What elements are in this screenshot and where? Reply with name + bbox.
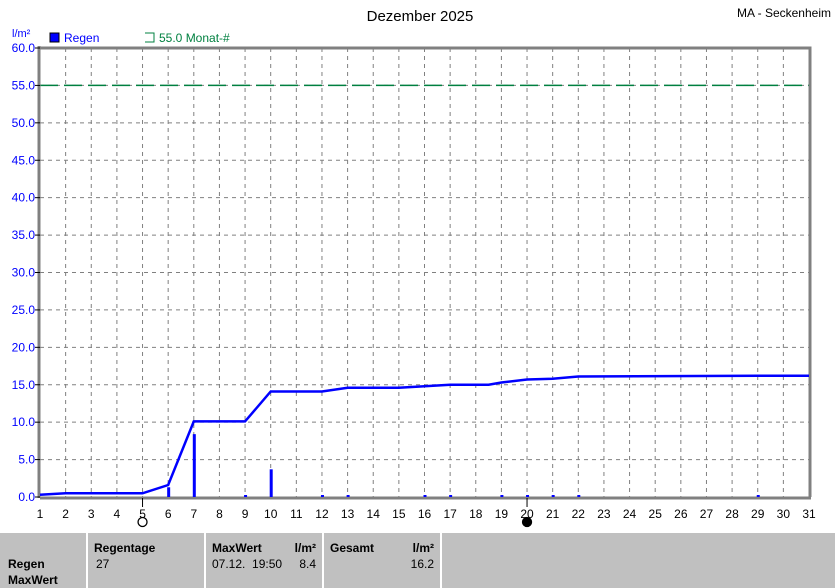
maxwert-value: 8.4	[299, 557, 316, 571]
regentage-cell: Regentage 27	[88, 533, 206, 588]
daily-rain-bar	[167, 487, 171, 497]
y-tick-label: 40.0	[12, 191, 36, 205]
y-tick-label: 60.0	[12, 41, 36, 55]
x-tick-label: 22	[572, 507, 586, 521]
y-tick-label: 25.0	[12, 303, 36, 317]
legend-monat-label: 55.0 Monat-#	[159, 31, 230, 45]
x-tick-label: 23	[597, 507, 611, 521]
daily-rain-bar	[192, 434, 196, 497]
regentage-label: Regentage	[94, 541, 156, 555]
y-tick-label: 0.0	[18, 490, 35, 504]
daily-rain-bar	[551, 495, 555, 497]
maxwert-unit: l/m²	[294, 541, 316, 555]
chart-title: Dezember 2025	[367, 8, 474, 25]
y-tick-label: 15.0	[12, 378, 36, 392]
x-tick-label: 9	[242, 507, 249, 521]
gesamt-label: Gesamt	[330, 541, 375, 555]
full-moon-icon	[137, 516, 148, 528]
x-tick-label: 8	[216, 507, 223, 521]
x-tick-label: 20	[520, 507, 534, 521]
x-tick-label: 16	[418, 507, 432, 521]
y-tick-label: 5.0	[18, 453, 35, 467]
daily-rain-bar	[756, 495, 760, 497]
y-axis-unit: l/m²	[12, 28, 31, 40]
maxwert-date: 07.12. 19:50	[212, 557, 283, 571]
gesamt-value: 16.2	[410, 557, 434, 571]
row-label-regen: Regen	[8, 557, 45, 571]
legend-regen-label: Regen	[64, 31, 99, 45]
x-tick-label: 30	[777, 507, 791, 521]
legend-regen-swatch	[49, 32, 60, 43]
x-tick-label: 21	[546, 507, 560, 521]
legend-regen: Regen	[49, 31, 99, 45]
x-tick-label: 17	[443, 507, 457, 521]
x-tick-label: 18	[469, 507, 483, 521]
x-tick-label: 14	[367, 507, 381, 521]
x-tick-label: 2	[62, 507, 69, 521]
x-tick-label: 29	[751, 507, 765, 521]
x-tick-label: 1	[37, 507, 44, 521]
daily-rain-bar	[500, 495, 504, 497]
gesamt-cell: Gesamt l/m² 16.2	[324, 533, 442, 588]
x-tick-label: 24	[623, 507, 637, 521]
daily-rain-bar	[449, 495, 453, 497]
y-tick-label: 45.0	[12, 153, 36, 167]
legend-monat: 55.0 Monat-#	[145, 31, 230, 45]
row-labels-cell: Regen MaxWert	[0, 533, 88, 588]
x-tick-label: 3	[88, 507, 95, 521]
gesamt-unit: l/m²	[412, 541, 434, 555]
x-tick-label: 31	[802, 507, 816, 521]
x-tick-label: 28	[725, 507, 739, 521]
y-tick-label: 30.0	[12, 266, 36, 280]
y-tick-label: 20.0	[12, 340, 36, 354]
new-moon-icon	[521, 516, 533, 528]
x-tick-label: 4	[114, 507, 121, 521]
daily-rain-bar	[577, 495, 581, 497]
plot-frame	[40, 46, 812, 497]
station-name: MA - Seckenheim	[737, 6, 831, 20]
x-tick-label: 6	[165, 507, 172, 521]
daily-rain-bar	[269, 469, 273, 497]
x-tick-label: 7	[190, 507, 197, 521]
x-tick-label: 27	[700, 507, 714, 521]
cumulative-rain-line	[39, 374, 809, 497]
legend-monat-swatch	[145, 32, 155, 43]
row-label-maxwert: MaxWert	[8, 573, 58, 587]
y-tick-label: 35.0	[12, 228, 36, 242]
y-tick-label: 10.0	[12, 415, 36, 429]
regentage-value: 27	[96, 557, 110, 571]
rain-chart: Dezember 2025 MA - Seckenheim l/m² Regen…	[12, 6, 831, 528]
y-tick-label: 50.0	[12, 116, 36, 130]
summary-panel: Regen MaxWert Regentage 27 MaxWert l/m² …	[0, 533, 835, 588]
y-tick-label: 55.0	[12, 78, 36, 92]
daily-rain-bar	[423, 495, 427, 497]
daily-rain-bar	[526, 495, 530, 497]
maxwert-cell: MaxWert l/m² 07.12. 19:50 8.4	[206, 533, 324, 588]
x-tick-label: 19	[495, 507, 509, 521]
daily-rain-bar	[346, 495, 350, 497]
x-tick-label: 10	[264, 507, 278, 521]
x-tick-label: 26	[674, 507, 688, 521]
x-tick-label: 25	[649, 507, 663, 521]
x-tick-label: 11	[290, 507, 303, 521]
x-tick-label: 13	[341, 507, 355, 521]
x-tick-label: 5	[139, 507, 146, 521]
maxwert-label: MaxWert	[212, 541, 262, 555]
daily-rain-bar	[320, 495, 324, 497]
daily-rain-bar	[244, 495, 248, 497]
x-tick-label: 15	[392, 507, 406, 521]
x-tick-label: 12	[315, 507, 329, 521]
